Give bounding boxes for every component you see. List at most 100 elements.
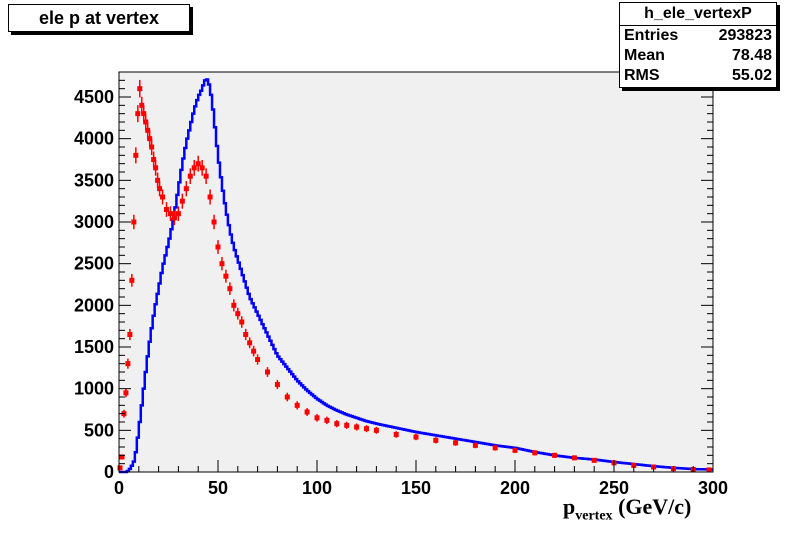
- stats-row-rms: RMS 55.02: [620, 66, 776, 86]
- red-data-point: [157, 186, 163, 192]
- red-data-point: [251, 348, 257, 354]
- y-tick-label: 3000: [74, 212, 114, 232]
- y-tick-label: 0: [104, 462, 114, 482]
- y-tick-label: 1000: [74, 379, 114, 399]
- red-data-point: [160, 194, 166, 200]
- stats-row-mean: Mean 78.48: [620, 46, 776, 66]
- red-data-point: [512, 447, 518, 453]
- y-tick-label: 500: [84, 420, 114, 440]
- red-data-point: [552, 452, 558, 458]
- red-data-point: [223, 273, 229, 279]
- x-tick-label: 300: [698, 478, 728, 498]
- red-data-point: [171, 215, 177, 221]
- series-red-points: [117, 79, 712, 473]
- red-data-point: [344, 422, 350, 428]
- stats-row-entries: Entries 293823: [620, 26, 776, 46]
- x-tick-label: 150: [401, 478, 431, 498]
- red-data-point: [175, 211, 181, 217]
- red-data-point: [239, 319, 245, 325]
- red-data-point: [207, 194, 213, 200]
- red-data-point: [137, 86, 143, 92]
- red-data-point: [195, 161, 201, 167]
- stats-histogram-name: h_ele_vertexP: [620, 3, 776, 26]
- red-data-point: [247, 340, 253, 346]
- stats-label: Mean: [624, 47, 665, 64]
- x-tick-label: 100: [302, 478, 332, 498]
- red-data-point: [155, 177, 161, 183]
- stats-value: 78.48: [731, 47, 772, 64]
- stats-label: Entries: [624, 27, 679, 44]
- red-data-point: [532, 450, 538, 456]
- red-data-point: [135, 111, 141, 117]
- red-data-point: [265, 369, 270, 375]
- red-data-point: [255, 357, 261, 362]
- red-data-point: [472, 442, 478, 448]
- red-data-point: [334, 421, 340, 427]
- red-data-point: [706, 467, 712, 473]
- red-data-point: [433, 437, 439, 443]
- y-tick-label: 4500: [74, 87, 114, 107]
- red-data-point: [125, 361, 131, 367]
- red-data-point: [149, 144, 155, 150]
- red-data-point: [364, 426, 369, 432]
- red-data-point: [631, 462, 637, 468]
- red-data-point: [294, 402, 300, 408]
- red-data-point: [191, 165, 197, 171]
- red-data-point: [304, 409, 310, 415]
- red-data-point: [243, 332, 249, 337]
- red-data-point: [324, 417, 330, 423]
- red-data-point: [235, 311, 241, 317]
- x-axis-title: pvertex (GeV/c): [563, 494, 691, 524]
- red-data-point: [354, 424, 360, 430]
- red-data-point: [127, 332, 133, 337]
- red-data-point: [284, 394, 290, 400]
- x-tick-label: 0: [114, 478, 124, 498]
- red-data-point: [139, 102, 145, 108]
- x-axis-title-rest: (GeV/c): [612, 494, 692, 519]
- histogram-title: ele p at vertex: [8, 4, 190, 32]
- x-axis-title-sub: vertex: [575, 508, 613, 524]
- red-data-point: [167, 211, 173, 217]
- stats-box: h_ele_vertexP Entries 293823 Mean 78.48 …: [619, 2, 777, 88]
- red-data-point: [179, 198, 185, 204]
- red-data-point: [183, 186, 189, 192]
- red-data-point: [591, 457, 597, 463]
- red-data-point: [492, 445, 498, 451]
- red-data-point: [571, 455, 577, 461]
- red-data-point: [274, 382, 280, 387]
- red-data-point: [393, 432, 399, 437]
- red-data-point: [131, 219, 137, 225]
- red-data-point: [129, 277, 135, 283]
- red-data-point: [133, 152, 139, 158]
- stats-value: 55.02: [731, 67, 772, 84]
- red-data-point: [187, 173, 193, 179]
- red-data-point: [151, 157, 157, 162]
- red-data-point: [211, 219, 217, 225]
- red-data-point: [119, 454, 125, 460]
- red-data-point: [145, 127, 151, 133]
- y-tick-label: 2000: [74, 295, 114, 315]
- stats-value: 293823: [718, 27, 772, 44]
- x-tick-label: 200: [500, 478, 530, 498]
- axes: 0 50 100 150 200 250 3000500100015002000250030…: [74, 71, 728, 498]
- red-data-point: [153, 165, 159, 171]
- red-data-point: [143, 119, 149, 125]
- x-tick-label: 250: [599, 478, 629, 498]
- red-data-point: [117, 465, 123, 471]
- red-data-point: [373, 427, 379, 433]
- red-data-point: [203, 173, 209, 179]
- stats-label: RMS: [624, 67, 660, 84]
- red-data-point: [219, 261, 225, 267]
- red-data-point: [453, 440, 459, 446]
- y-tick-label: 4000: [74, 129, 114, 149]
- red-data-point: [215, 244, 221, 250]
- red-data-point: [199, 165, 205, 171]
- red-data-point: [123, 390, 129, 396]
- y-tick-label: 3500: [74, 170, 114, 190]
- red-data-point: [164, 207, 170, 212]
- red-data-point: [413, 434, 419, 440]
- red-data-point: [231, 302, 237, 308]
- x-axis-title-main: p: [563, 494, 576, 519]
- red-data-point: [141, 111, 147, 117]
